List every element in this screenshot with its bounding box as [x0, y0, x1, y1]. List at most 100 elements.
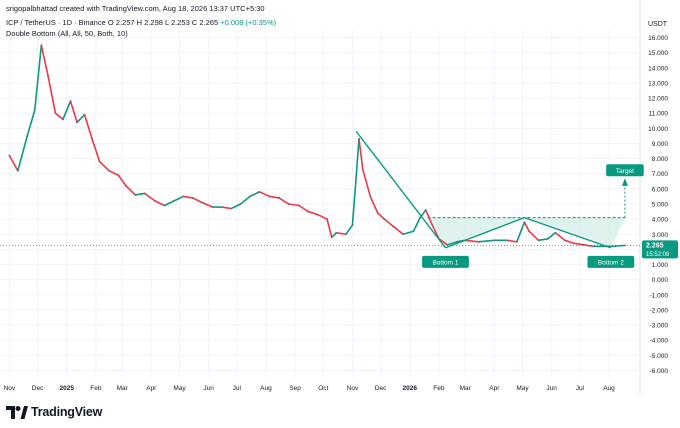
y-tick-label: 6.000	[652, 186, 669, 193]
price-segment	[369, 195, 379, 214]
price-segment	[40, 44, 49, 77]
price-point	[26, 135, 29, 137]
ohlc-close: C 2.265	[191, 18, 219, 27]
price-point	[344, 233, 347, 236]
pattern-leg-3	[524, 216, 612, 249]
price-segment	[239, 195, 251, 205]
price-point	[455, 240, 458, 243]
tradingview-logo: TradingView	[6, 405, 102, 419]
price-segment	[361, 168, 372, 198]
price-point	[515, 240, 518, 243]
y-tick-label: 1.000	[652, 262, 669, 269]
price-segment	[8, 154, 19, 172]
price-segment	[506, 239, 518, 243]
y-tick-label: 15.000	[648, 50, 668, 57]
price-point	[431, 224, 434, 227]
price-segment	[611, 244, 626, 248]
price-segment	[335, 231, 347, 236]
price-point	[351, 224, 354, 227]
price-segment	[201, 201, 214, 208]
price-point	[83, 113, 86, 116]
price-segment	[230, 203, 242, 210]
pattern-leg-1	[355, 130, 447, 249]
price-point	[582, 243, 585, 246]
price-point	[211, 206, 214, 208]
price-segment	[134, 192, 146, 196]
x-tick-label: Apr	[146, 385, 157, 392]
price-segment	[412, 216, 421, 233]
currency-label[interactable]: USDT	[648, 21, 668, 28]
symbol-line: ICP / TetherUS · 1D · Binance O 2.257 H …	[6, 18, 276, 27]
price-segment	[143, 192, 156, 202]
price-point	[326, 218, 328, 221]
price-segment	[98, 160, 110, 172]
price-point	[154, 200, 156, 202]
price-point	[383, 218, 386, 221]
price-point	[62, 118, 64, 121]
price-segment	[330, 231, 338, 239]
price-point	[16, 169, 19, 172]
price-segment	[298, 204, 310, 213]
y-tick-label: 14.000	[648, 65, 668, 72]
annotation-bottom-1: Bottom 1	[422, 255, 469, 268]
price-segment	[523, 221, 530, 233]
price-point	[258, 190, 261, 193]
price-point	[369, 195, 372, 198]
price-segment	[278, 197, 290, 205]
price-segment	[249, 191, 261, 198]
price-segment	[345, 224, 354, 236]
price-segment	[154, 200, 166, 207]
price-point	[528, 230, 531, 233]
price-tag-value: 2.265	[646, 242, 664, 249]
price-segment	[83, 113, 93, 140]
price-segment	[402, 230, 415, 236]
y-tick-label: -5.000	[650, 353, 669, 360]
x-tick-label: Feb	[90, 385, 102, 392]
price-point	[117, 174, 120, 177]
y-tick-label: 5.000	[652, 202, 669, 209]
price-segment	[220, 206, 232, 210]
x-tick-label: Dec	[32, 385, 44, 392]
price-point	[268, 195, 271, 198]
price-segment	[516, 221, 526, 243]
price-segment	[438, 238, 449, 246]
x-tick-label: Feb	[433, 385, 445, 392]
price-segment	[358, 138, 364, 170]
x-tick-label: Jun	[203, 385, 214, 392]
y-tick-label: 0.000	[652, 277, 669, 284]
price-segment	[258, 191, 271, 198]
price-segment	[554, 231, 566, 242]
price-point	[47, 74, 49, 77]
last-price-tag: 2.265 15:52:08	[642, 240, 678, 259]
price-segment	[528, 230, 540, 242]
price-point	[8, 154, 11, 157]
price-point	[330, 236, 333, 239]
price-segment	[47, 74, 57, 115]
price-point	[361, 168, 364, 171]
tradingview-logo-text: TradingView	[31, 405, 103, 419]
price-point	[592, 245, 594, 248]
price-point	[125, 184, 127, 187]
price-point	[98, 160, 101, 163]
x-tick-label: Mar	[460, 385, 472, 392]
price-point	[230, 207, 233, 210]
price-point	[573, 242, 576, 245]
price-segment	[376, 212, 386, 220]
x-tick-label: May	[516, 385, 529, 392]
annotation-box	[422, 255, 469, 268]
y-tick-label: 11.000	[649, 111, 669, 118]
price-point	[163, 204, 166, 207]
indicator-label[interactable]: Double Bottom (All, All, 50, Both, 10)	[6, 29, 128, 38]
price-point	[355, 175, 358, 178]
price-segment	[108, 169, 120, 177]
x-tick-label: 2025	[59, 385, 74, 392]
x-tick-label: Nov	[347, 385, 359, 392]
price-segment	[26, 109, 36, 137]
price-point	[239, 203, 242, 205]
x-axis: Nov Dec 2025 Feb Mar Apr May Jun Jul Aug Sep Oct Nov…	[4, 385, 616, 392]
x-tick-label: May	[173, 385, 186, 392]
y-tick-label: 10.000	[648, 126, 668, 133]
x-tick-label: Aug	[260, 385, 272, 392]
pattern-fill-area	[427, 217, 625, 248]
